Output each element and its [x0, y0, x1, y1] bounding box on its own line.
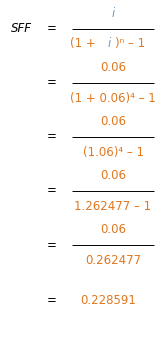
Text: =: = — [47, 239, 57, 251]
Text: 0.06: 0.06 — [100, 169, 126, 182]
Text: 0.228591: 0.228591 — [80, 294, 136, 307]
Text: 0.06: 0.06 — [100, 223, 126, 236]
Text: (1.06)⁴ – 1: (1.06)⁴ – 1 — [83, 146, 143, 159]
Text: =: = — [47, 76, 57, 89]
Text: SFF: SFF — [11, 22, 32, 35]
Text: (1 + 0.06)⁴ – 1: (1 + 0.06)⁴ – 1 — [70, 92, 156, 104]
Text: i: i — [107, 38, 111, 50]
Text: 0.06: 0.06 — [100, 61, 126, 74]
Text: 0.262477: 0.262477 — [85, 254, 141, 267]
Text: (1 +: (1 + — [70, 38, 100, 50]
Text: =: = — [47, 294, 57, 307]
Text: i: i — [111, 7, 115, 20]
Text: 1.262477 – 1: 1.262477 – 1 — [74, 200, 152, 213]
Text: )ⁿ – 1: )ⁿ – 1 — [115, 38, 145, 50]
Text: 0.06: 0.06 — [100, 115, 126, 128]
Text: =: = — [47, 185, 57, 197]
Text: =: = — [47, 22, 57, 35]
Text: =: = — [47, 130, 57, 143]
